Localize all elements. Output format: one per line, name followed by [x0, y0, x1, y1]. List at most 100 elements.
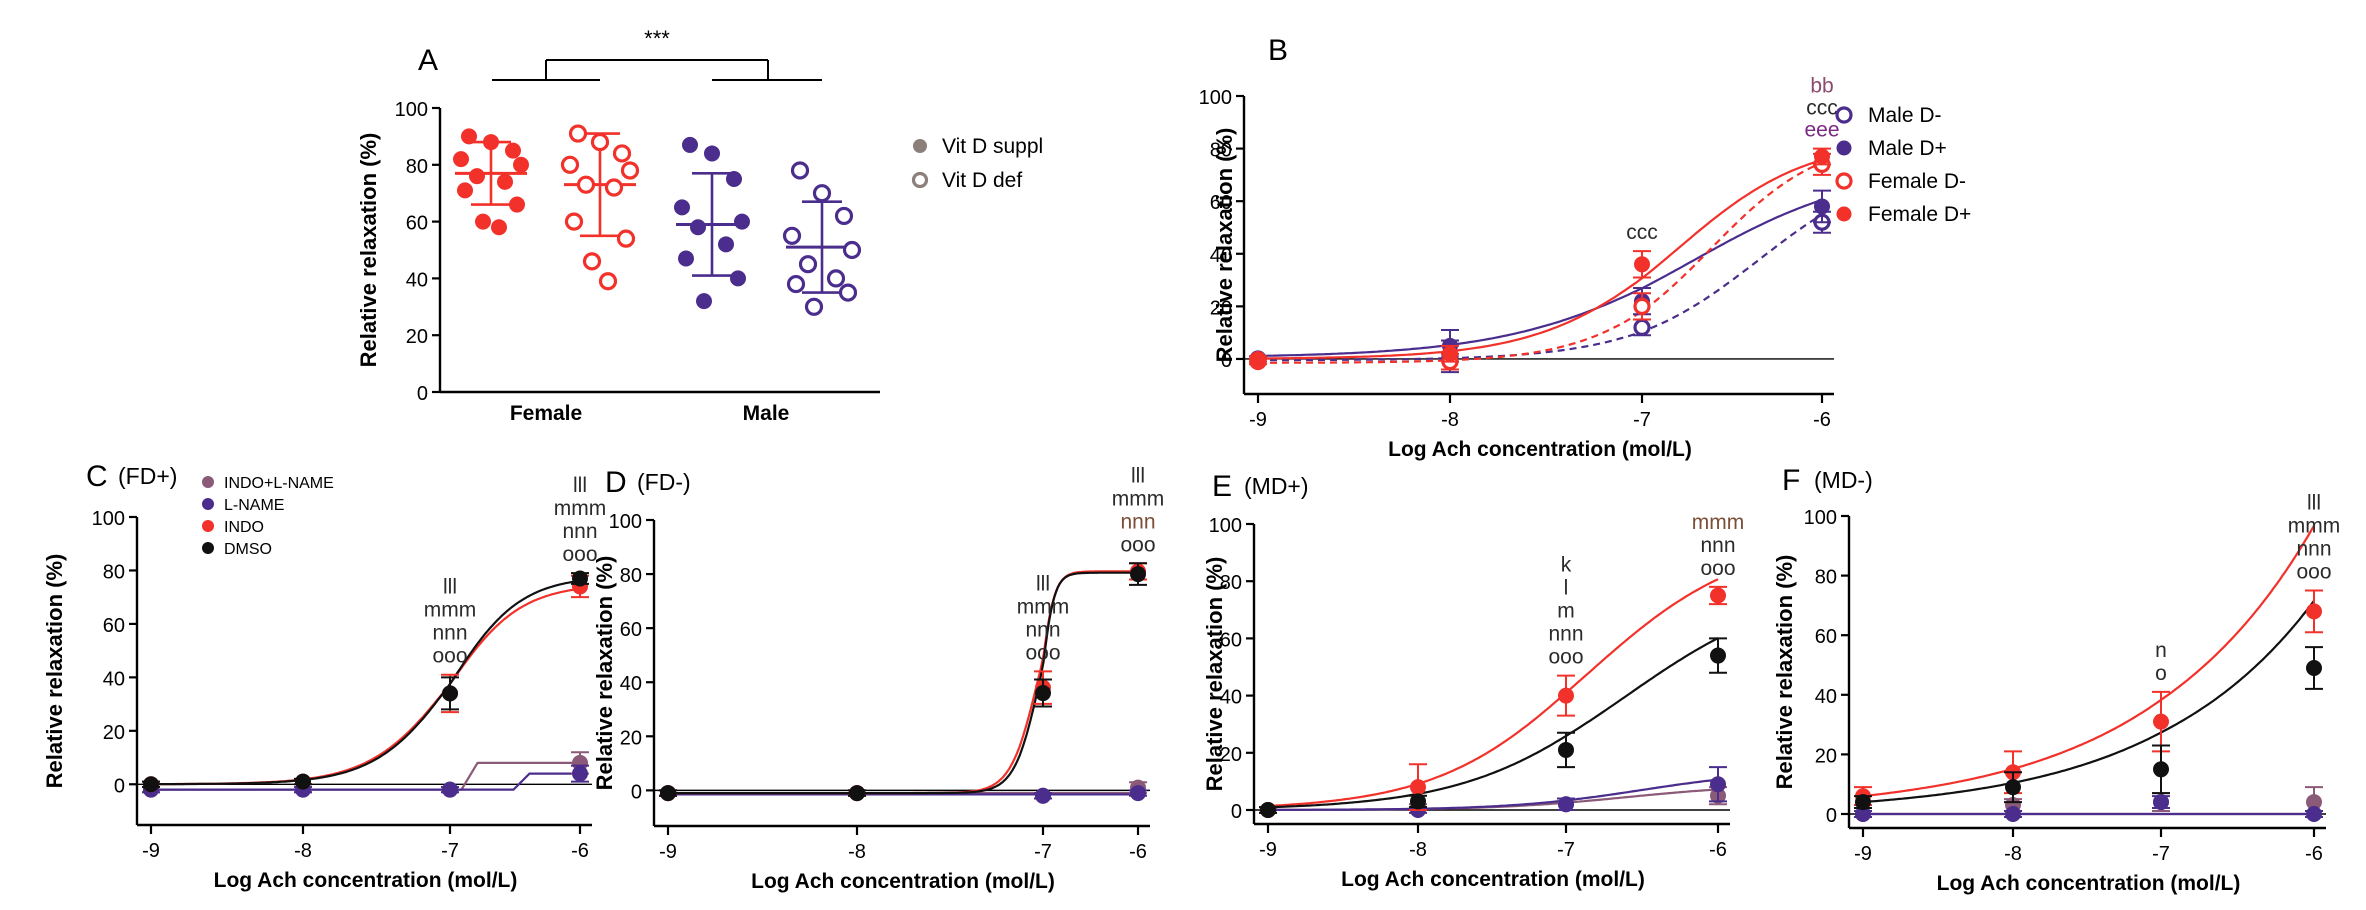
y-tick-label: 60: [1815, 626, 1837, 648]
legend-label: DMSO: [224, 541, 272, 558]
significance-annotation: m: [1557, 600, 1575, 623]
x-tick-label: -8: [1409, 839, 1427, 861]
panel-A: 0 20 40 60 80 100 Relative relaxation (%) A *** F…: [356, 26, 880, 425]
legend-label: L-NAME: [224, 497, 284, 514]
data-point: [842, 240, 862, 260]
y-tick-label: 80: [620, 565, 642, 587]
y-tick-label: 60: [103, 615, 125, 637]
x-tick-label: -7: [2152, 843, 2170, 865]
series-curve: [1257, 158, 1823, 360]
data-point: [295, 773, 311, 790]
panel-label: D: [605, 466, 627, 499]
data-point: [734, 213, 750, 230]
panel-condition: (FD-): [637, 469, 691, 495]
series-curve: [668, 571, 1138, 795]
y-tick-label: 80: [406, 156, 428, 178]
y-tick-label: 100: [92, 508, 125, 530]
data-point: [782, 226, 802, 245]
y-tick-label: 0: [417, 383, 428, 405]
x-tick-label: -6: [571, 840, 589, 862]
significance-annotation: mmm: [1112, 487, 1164, 510]
series-curve: [1258, 198, 1823, 357]
data-point: [730, 270, 746, 287]
y-tick-label: 80: [103, 561, 125, 583]
significance-annotation: o: [2155, 662, 2167, 685]
x-tick-label: -7: [441, 840, 459, 862]
panel-B: 0 20 40 60 80 100 -9 -8 -7 -6 Log Ach concentratio…: [1199, 34, 1840, 461]
y-tick-label: 40: [103, 668, 125, 690]
data-point: [568, 124, 588, 143]
legend-label: Male D-: [1868, 104, 1942, 127]
legend-marker: [202, 476, 214, 488]
legend-label: Female D-: [1868, 170, 1966, 193]
y-axis-label: Relative relaxation (%): [356, 133, 381, 368]
data-point: [690, 219, 706, 236]
x-tick-label: -6: [1709, 839, 1727, 861]
data-point: [497, 173, 513, 190]
significance-annotation: mmm: [1692, 511, 1744, 534]
data-point: [564, 212, 584, 231]
data-point: [513, 156, 529, 173]
data-point: [590, 132, 610, 152]
panel-D: 0 20 40 60 80 100 -9 -8 -7 -6 Log Ach concentratio…: [592, 464, 1164, 893]
data-point: [696, 293, 712, 310]
data-point: [612, 144, 632, 163]
significance-annotation: ooo: [1548, 646, 1583, 669]
x-tick-label: -9: [659, 841, 677, 863]
legend-marker: [1836, 140, 1852, 156]
legend-label: Vit D def: [942, 169, 1022, 192]
data-point: [461, 128, 477, 145]
data-point: [1558, 796, 1574, 813]
series-curve: [1258, 161, 1823, 364]
significance-annotation: lll: [573, 474, 587, 497]
data-point: [1558, 687, 1574, 704]
significance-annotation: ooo: [562, 543, 597, 566]
data-point: [2005, 806, 2021, 822]
significance-annotation: n: [2155, 639, 2167, 662]
y-tick-label: 80: [1220, 572, 1242, 594]
x-tick-label: -9: [1249, 409, 1267, 431]
x-tick-label: -7: [1557, 839, 1575, 861]
x-axis-label: Log Ach concentration (mol/L): [1388, 438, 1692, 461]
data-point: [1855, 794, 1871, 811]
legend-marker: [202, 498, 214, 510]
data-point: [572, 570, 588, 587]
data-point: [616, 229, 636, 248]
data-point: [1410, 779, 1426, 796]
significance-annotation: lll: [1036, 572, 1050, 595]
panel-C: 0 20 40 60 80 100 -9 -8 -7 -6 Log Ach concentratio…: [42, 460, 606, 892]
significance-annotation: lll: [2307, 492, 2321, 515]
y-axis-label: Relative relaxation (%): [1772, 555, 1797, 790]
series-curve: [1258, 213, 1823, 362]
y-tick-label: 60: [406, 213, 428, 235]
panel-label: F: [1782, 464, 1800, 497]
data-point: [2005, 779, 2021, 796]
y-tick-label: 20: [1210, 297, 1232, 319]
data-point: [576, 175, 596, 194]
y-tick-label: 0: [631, 781, 642, 803]
panel-label: C: [86, 460, 108, 493]
x-tick-label: -6: [1129, 841, 1147, 863]
legend-label: INDO+L-NAME: [224, 475, 334, 492]
data-point: [560, 155, 580, 174]
legend-label: Vit D suppl: [942, 135, 1043, 158]
y-tick-label: 20: [620, 727, 642, 749]
panel-label: B: [1268, 34, 1288, 67]
data-point: [826, 269, 846, 288]
series-curve: [1268, 778, 1719, 811]
data-point: [1710, 587, 1726, 604]
significance-annotation: nnn: [2296, 538, 2331, 561]
data-point: [1710, 647, 1726, 664]
data-point: [2306, 806, 2322, 822]
data-point: [509, 196, 525, 213]
significance-annotation: ooo: [1120, 533, 1155, 556]
data-point: [453, 151, 469, 168]
y-tick-label: 20: [103, 722, 125, 744]
data-point: [2153, 794, 2169, 811]
y-tick-label: 60: [1220, 629, 1242, 651]
significance-annotation: ooo: [2296, 561, 2331, 584]
x-tick-label: -9: [1259, 839, 1277, 861]
panel-condition: (MD-): [1814, 467, 1873, 493]
y-tick-label: 80: [1210, 140, 1232, 162]
